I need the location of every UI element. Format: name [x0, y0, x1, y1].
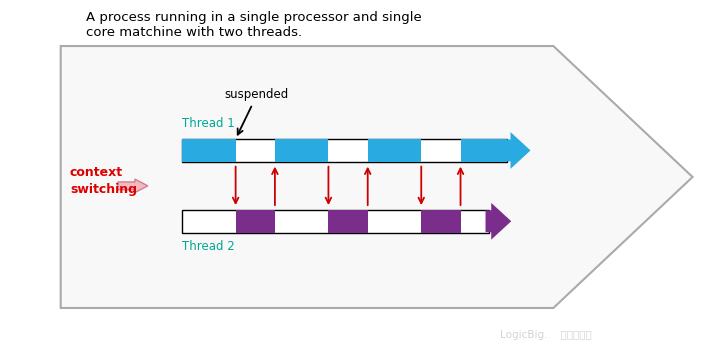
- FancyArrow shape: [503, 132, 531, 169]
- FancyArrow shape: [486, 203, 511, 240]
- Text: LogicBig.    我是攻城师: LogicBig. 我是攻城师: [500, 330, 592, 340]
- Polygon shape: [61, 46, 693, 308]
- Bar: [328, 210, 368, 233]
- Bar: [368, 139, 421, 162]
- Bar: [182, 139, 236, 162]
- Bar: [421, 210, 461, 233]
- FancyArrow shape: [118, 179, 148, 193]
- Bar: [182, 139, 507, 162]
- Bar: [275, 139, 328, 162]
- Text: context
switching: context switching: [70, 166, 137, 195]
- Text: A process running in a single processor and single
core matchine with two thread: A process running in a single processor …: [86, 11, 421, 39]
- Text: Thread 2: Thread 2: [182, 240, 235, 253]
- Bar: [236, 210, 275, 233]
- Text: suspended: suspended: [225, 88, 289, 135]
- Text: Thread 1: Thread 1: [182, 117, 235, 130]
- Bar: [461, 139, 507, 162]
- Bar: [182, 210, 489, 233]
